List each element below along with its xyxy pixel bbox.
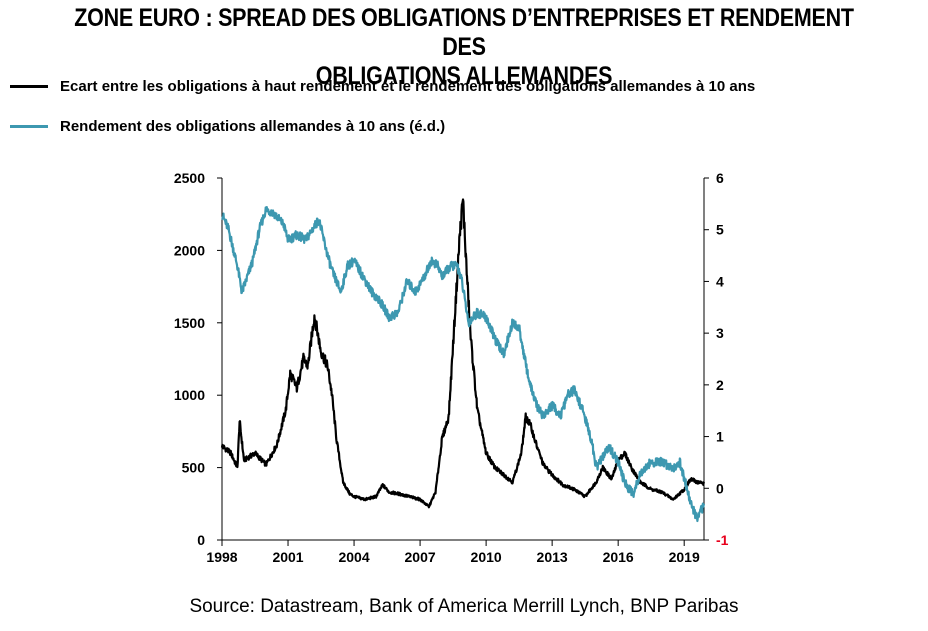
x-tick-label: 2001	[272, 549, 303, 565]
chart-title: ZONE EURO : SPREAD DES OBLIGATIONS D’ENT…	[65, 4, 863, 91]
legend-item-yield: Rendement des obligations allemandes à 1…	[10, 118, 445, 135]
right-tick-label: 6	[716, 170, 724, 186]
left-tick-label: 1500	[174, 315, 205, 331]
left-tick-label: 1000	[174, 387, 205, 403]
legend-label-yield: Rendement des obligations allemandes à 1…	[60, 118, 446, 135]
left-tick-label: 2000	[174, 242, 205, 258]
left-tick-label: 0	[197, 532, 205, 548]
x-tick-label: 2004	[338, 549, 369, 565]
chart-title-line-2: OBLIGATIONS ALLEMANDES	[315, 62, 613, 90]
series-line-spread	[220, 198, 706, 509]
right-tick-label: -1	[716, 532, 729, 548]
right-tick-label: 0	[716, 480, 724, 496]
x-tick-label: 2016	[603, 549, 634, 565]
legend-swatch-black	[10, 85, 48, 88]
legend-item-spread: Ecart entre les obligations à haut rende…	[10, 78, 755, 95]
source-note: Source: Datastream, Bank of America Merr…	[189, 596, 739, 617]
x-tick-label: 2019	[669, 549, 700, 565]
right-tick-label: 3	[716, 325, 724, 341]
legend-swatch-teal	[10, 125, 48, 128]
series-layer	[220, 198, 706, 523]
x-tick-label: 2007	[405, 549, 436, 565]
legend-label-spread: Ecart entre les obligations à haut rende…	[60, 78, 756, 95]
right-tick-label: 2	[716, 377, 724, 393]
right-tick-label: 1	[716, 429, 724, 445]
chart-axes: 0 500 1000 1500 2000 2500 -1 0 1 2 3 4 5 6 1998 2001 200…	[174, 170, 729, 565]
left-tick-label: 500	[182, 460, 206, 476]
right-tick-label: 4	[716, 273, 724, 289]
left-tick-label: 2500	[174, 170, 205, 186]
series-line-yield	[221, 206, 706, 523]
right-tick-label: 5	[716, 222, 724, 238]
x-tick-label: 2013	[537, 549, 568, 565]
x-tick-label: 1998	[206, 549, 237, 565]
chart-title-line-1: ZONE EURO : SPREAD DES OBLIGATIONS D’ENT…	[74, 4, 854, 61]
x-tick-label: 2010	[471, 549, 502, 565]
